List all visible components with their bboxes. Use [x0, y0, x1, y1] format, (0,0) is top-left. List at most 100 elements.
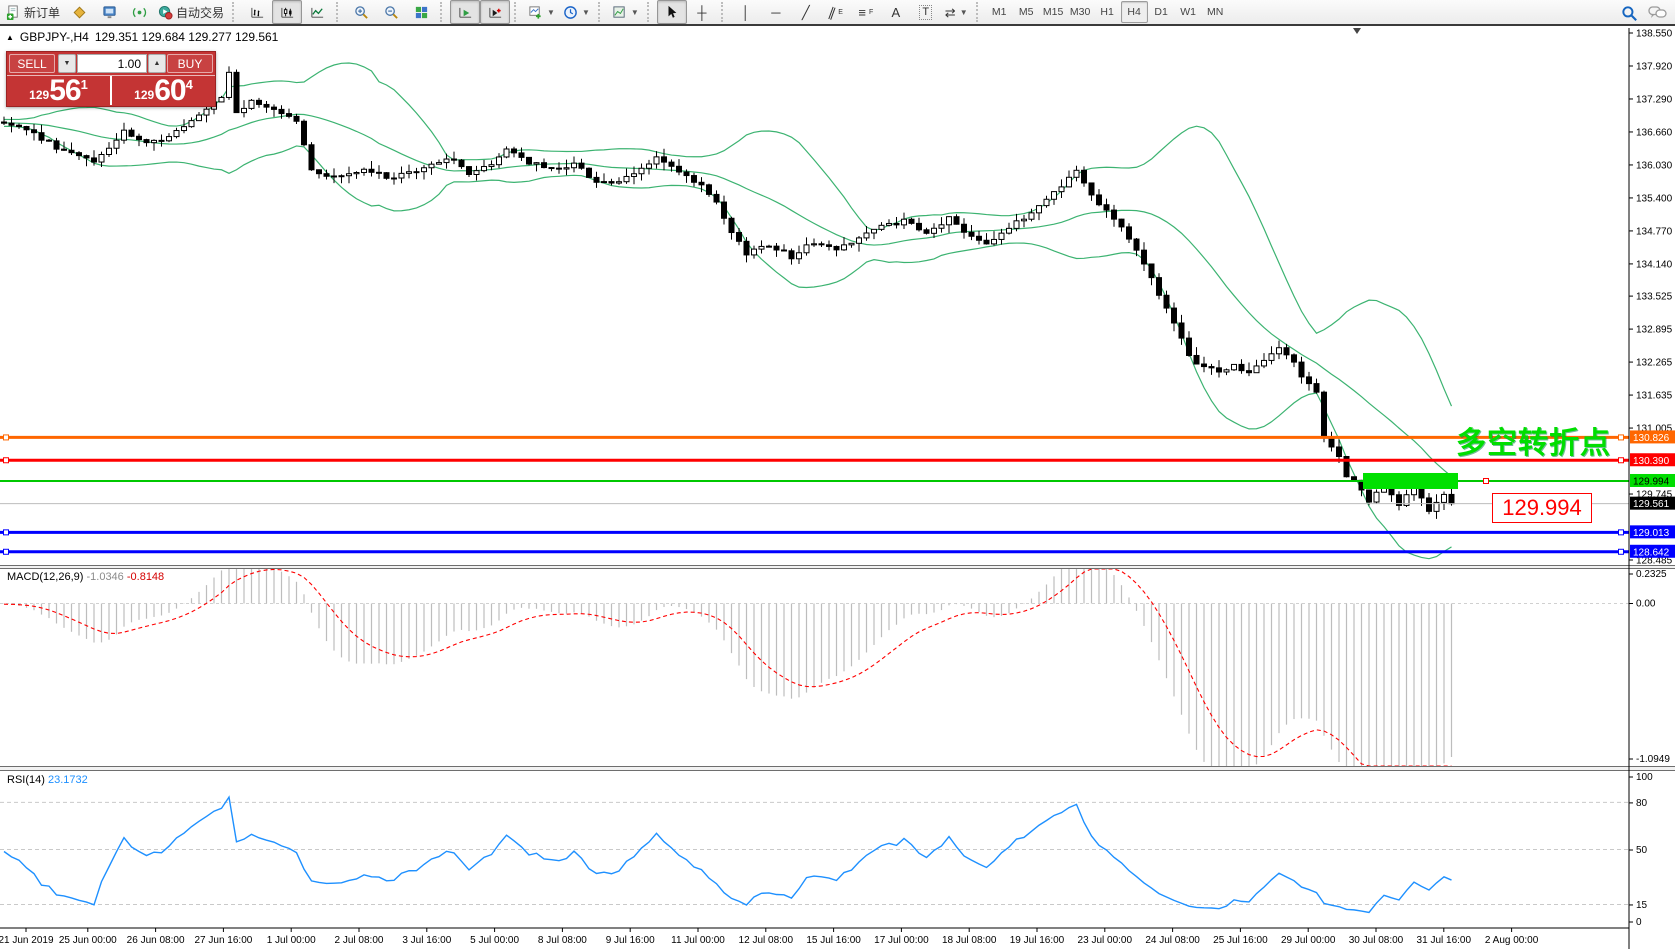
dropdown-caret: ▼	[581, 7, 590, 17]
search-icon[interactable]	[1621, 5, 1638, 22]
toolbar-separator	[232, 2, 238, 22]
vertical-line-button[interactable]: │	[731, 0, 761, 24]
timeframe-h1[interactable]: H1	[1100, 6, 1114, 18]
indicators-button[interactable]: ▼	[524, 0, 559, 24]
price-tick-label: 136.030	[1636, 160, 1673, 171]
cursor-icon	[668, 5, 677, 18]
horizontal-line-icon: ─	[771, 4, 781, 20]
trade-panel-top-row: SELL ▼ ▲ BUY	[7, 52, 215, 76]
bar-chart-button[interactable]	[242, 0, 272, 24]
time-tick-label: 17 Jul 00:00	[874, 935, 929, 946]
resistance-line-2-anchor[interactable]	[3, 457, 9, 464]
dropdown-caret: ▼	[630, 7, 639, 17]
price-callout-label[interactable]: 129.994	[1492, 492, 1592, 523]
metaeditor-button[interactable]	[64, 0, 94, 24]
chart-canvas[interactable]: 138.550 137.920 137.290 136.660 136.030 135.4…	[0, 26, 1675, 949]
volume-increase-button[interactable]: ▲	[148, 54, 166, 73]
price-tag-129.013	[1630, 525, 1675, 539]
rsi-value: 23.1732	[47, 774, 88, 786]
zoom-in-button[interactable]	[346, 0, 376, 24]
timeframe-m5[interactable]: M5	[1018, 6, 1034, 18]
timeframe-m30[interactable]: M30	[1069, 6, 1091, 18]
text-button[interactable]: A	[881, 0, 911, 24]
zoom-out-button[interactable]	[376, 0, 406, 24]
sell-price[interactable]: 129 56 1	[7, 75, 112, 105]
trendline-button[interactable]: ╱	[791, 0, 821, 24]
timeframe-mn[interactable]: MN	[1206, 6, 1224, 18]
pane-separator[interactable]	[0, 565, 1675, 569]
panel-collapse-icon[interactable]: ▲	[6, 32, 14, 42]
time-tick-label: 19 Jul 16:00	[1010, 935, 1065, 946]
price-tag-label: 129.561	[1633, 499, 1670, 510]
fibonacci-button[interactable]: ≡ F	[851, 0, 881, 24]
diamond-icon	[73, 6, 85, 18]
new-order-label: 新订单	[24, 5, 61, 20]
crosshair-button[interactable]: ┼	[687, 0, 717, 24]
resistance-line-1-anchor[interactable]	[1618, 434, 1624, 441]
resistance-line-1-anchor[interactable]	[3, 434, 9, 441]
buy-price-prefix: 129	[134, 88, 155, 102]
line-chart-button[interactable]	[302, 0, 332, 24]
cursor-button[interactable]	[656, 0, 687, 24]
volume-decrease-button[interactable]: ▼	[58, 54, 76, 73]
template-icon	[613, 5, 625, 18]
pivot-zone-rectangle[interactable]	[1363, 472, 1458, 489]
timeframe-h4[interactable]: H4	[1120, 1, 1148, 23]
horizontal-line-objects[interactable]	[0, 434, 1629, 555]
arrows-icon: ⇄	[944, 4, 956, 20]
chart-shift-marker[interactable]	[1353, 28, 1361, 34]
buy-price[interactable]: 129 60 4	[112, 73, 215, 107]
rsi-axis[interactable]: 100 80 50 15 0	[1629, 772, 1653, 928]
toolbar-separator	[514, 2, 520, 22]
signals-button[interactable]	[124, 0, 154, 24]
price-tag-130.390	[1630, 453, 1675, 467]
timeframe-d1[interactable]: D1	[1154, 6, 1168, 18]
buy-price-big: 60	[154, 73, 186, 107]
timeframe-w1[interactable]: W1	[1180, 6, 1196, 18]
price-tick-label: 132.895	[1636, 325, 1673, 336]
timeframe-m1[interactable]: M1	[991, 6, 1007, 18]
clock-icon	[564, 5, 577, 19]
volume-input[interactable]	[77, 54, 147, 73]
periods-button[interactable]: ▼	[559, 0, 594, 24]
time-axis[interactable]: 21 Jun 2019 25 Jun 00:00 26 Jun 08:00 27 Ju…	[0, 928, 1539, 946]
callout-anchor[interactable]	[1483, 477, 1489, 484]
price-tick-label: 138.550	[1636, 29, 1673, 40]
support-line-2-anchor[interactable]	[1618, 548, 1624, 555]
arrows-button[interactable]: ⇄ ▼	[941, 0, 972, 24]
tile-windows-button[interactable]	[406, 0, 436, 24]
candlestick-button[interactable]	[272, 0, 303, 24]
templates-button[interactable]: ▼	[608, 0, 643, 24]
auto-scroll-button[interactable]	[450, 0, 481, 24]
support-line-1-anchor[interactable]	[1618, 529, 1624, 536]
channel-sub-label: E	[838, 8, 843, 16]
price-tag-label: 130.826	[1633, 433, 1670, 444]
sell-button[interactable]: SELL	[9, 54, 55, 73]
macd-axis[interactable]: 0.2325 0.00 -1.0949	[1629, 569, 1670, 765]
price-tag-label: 129.994	[1633, 476, 1670, 487]
support-line-1-anchor[interactable]	[3, 529, 9, 536]
channel-button[interactable]: ∥ E	[821, 0, 851, 24]
chat-icon[interactable]	[1648, 5, 1667, 21]
horizontal-line-button[interactable]: ─	[761, 0, 791, 24]
bar-chart-icon	[250, 7, 263, 18]
pivot-annotation-text[interactable]: 多空转折点	[1456, 427, 1611, 461]
market-watch-button[interactable]	[94, 0, 124, 24]
time-tick-label: 1 Jul 00:00	[267, 935, 316, 946]
monitor-icon	[102, 5, 116, 18]
buy-button[interactable]: BUY	[167, 54, 213, 73]
price-axis[interactable]: 138.550 137.920 137.290 136.660 136.030 135.4…	[1629, 29, 1675, 567]
price-tick-label: 134.770	[1636, 226, 1673, 237]
pane-separator[interactable]	[0, 766, 1675, 771]
new-order-button[interactable]: 新订单	[2, 0, 64, 24]
resistance-line-2-anchor[interactable]	[1618, 457, 1624, 464]
macd-value-signal: -0.8148	[126, 571, 165, 583]
autotrading-button[interactable]: 自动交易	[154, 0, 228, 24]
price-tag-label: 128.642	[1633, 547, 1670, 558]
support-line-2-anchor[interactable]	[3, 548, 9, 555]
price-tick-label: 136.660	[1636, 127, 1673, 138]
text-label-button[interactable]: T	[911, 0, 941, 24]
chart-shift-button[interactable]	[480, 0, 511, 24]
timeframe-m15[interactable]: M15	[1042, 6, 1064, 18]
price-tick-label: 137.290	[1636, 94, 1673, 105]
